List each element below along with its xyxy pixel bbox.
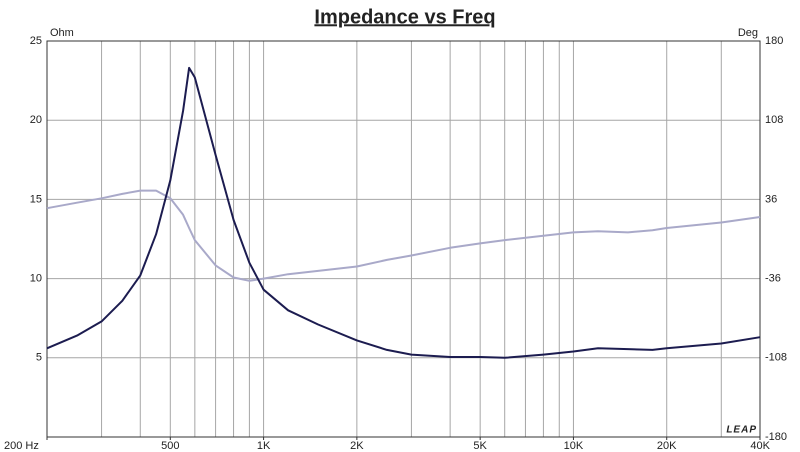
y2-tick-label: -108	[765, 352, 787, 364]
x-tick-label: 200 Hz	[4, 440, 39, 452]
chart-title: Impedance vs Freq	[314, 6, 495, 28]
y-tick-label: 20	[30, 114, 42, 126]
y2-axis-label: Deg	[738, 27, 758, 39]
y2-tick-label: 180	[765, 35, 783, 47]
y-tick-label: 10	[30, 273, 42, 285]
y-tick-label: 15	[30, 193, 42, 205]
x-tick-label: 2K	[350, 440, 364, 452]
y-tick-label: 5	[36, 352, 42, 364]
y2-tick-label: 36	[765, 193, 777, 205]
y2-tick-label: 108	[765, 114, 783, 126]
series-line	[46, 189, 761, 282]
y2-tick-label: -36	[765, 273, 781, 285]
x-tick-label: 40K	[750, 440, 770, 452]
y-axis-label: Ohm	[50, 27, 74, 39]
x-tick-label: 5K	[473, 440, 487, 452]
y2-tick-label: -180	[765, 431, 787, 443]
x-tick-label: 500	[161, 440, 179, 452]
plot-frame	[46, 40, 761, 438]
x-tick-label: 20K	[657, 440, 677, 452]
watermark: LEAP	[726, 425, 757, 436]
x-tick-label: 10K	[564, 440, 584, 452]
series-line	[46, 66, 761, 359]
y-tick-label: 25	[30, 35, 42, 47]
x-tick-label: 1K	[257, 440, 271, 452]
